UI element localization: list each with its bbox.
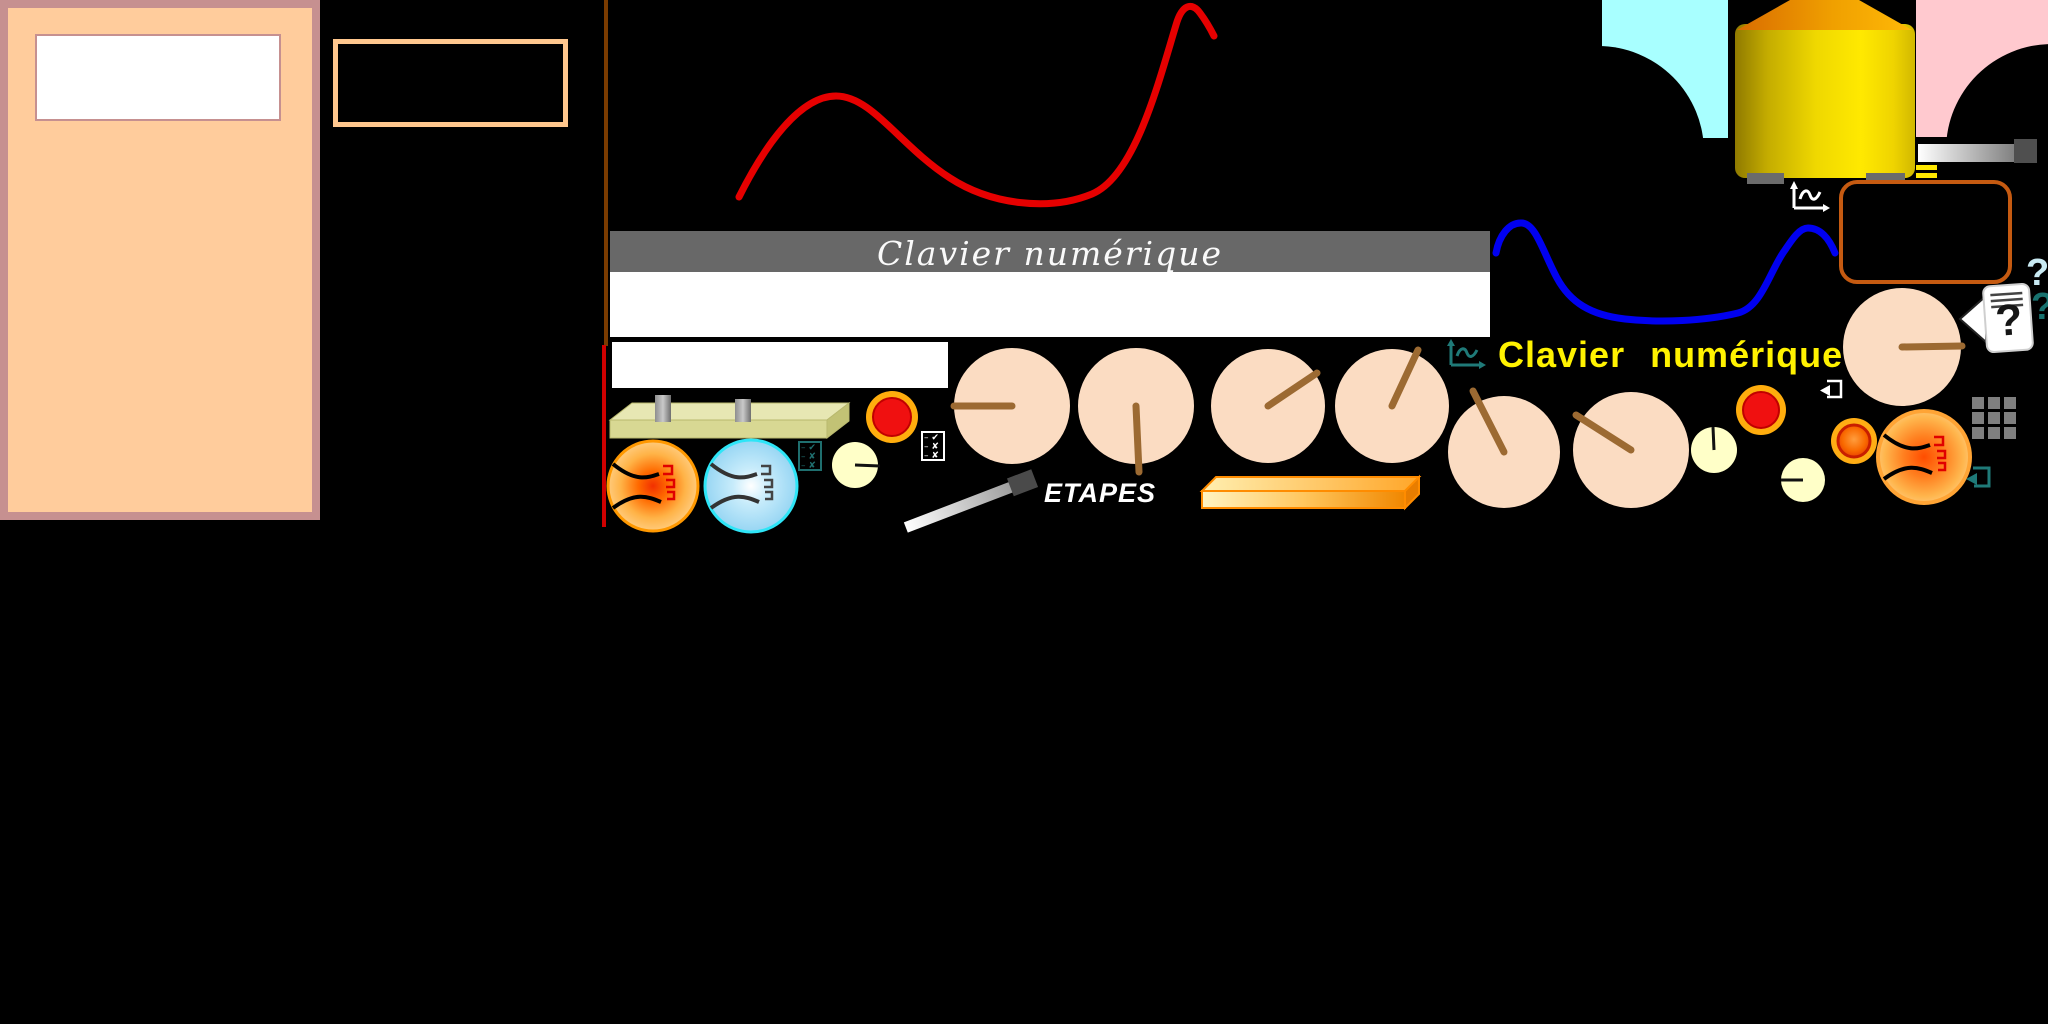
pointer-stick bbox=[903, 469, 1039, 533]
keyboard-header-title: Clavier numérique bbox=[876, 234, 1224, 273]
help-sheet-icon[interactable] bbox=[1982, 282, 2034, 354]
knob-5[interactable] bbox=[1448, 387, 1560, 508]
knob-6[interactable] bbox=[1572, 392, 1689, 508]
grid-icon[interactable] bbox=[1972, 397, 2016, 439]
checklist-row: – ✔ bbox=[801, 443, 816, 453]
yellow-cylinder bbox=[1735, 0, 1915, 184]
cyan-block-bite bbox=[1492, 46, 1704, 258]
checklist-row: – ✘ bbox=[801, 461, 816, 471]
knob-3[interactable] bbox=[1211, 349, 1325, 463]
small-knob-2[interactable] bbox=[1691, 426, 1737, 473]
etapes-label: ETAPES bbox=[1044, 478, 1157, 508]
equals-mark bbox=[1916, 173, 1937, 178]
volume-slider-handle[interactable] bbox=[2014, 139, 2037, 163]
return-icon-teal[interactable] bbox=[1966, 466, 1991, 488]
right-panel-title: Clavier numérique bbox=[1498, 334, 1844, 375]
speaker-orange-right[interactable] bbox=[1876, 409, 1972, 505]
checklist-row: – ✘ bbox=[924, 442, 939, 452]
volume-slider-track[interactable] bbox=[1918, 144, 2015, 162]
keyboard-white-strip bbox=[610, 272, 1490, 337]
rounded-frame bbox=[1839, 180, 2012, 284]
knob-4[interactable] bbox=[1335, 346, 1449, 463]
small-knob-1[interactable] bbox=[832, 442, 881, 488]
question-mark-light: ? bbox=[2026, 252, 2048, 294]
speaker-blue[interactable] bbox=[703, 438, 799, 534]
horn-icon bbox=[1882, 433, 1931, 451]
checklist-row: – ✔ bbox=[924, 433, 939, 443]
checklist-icon-teal[interactable]: – ✔ – ✘ – ✘ bbox=[798, 441, 822, 471]
help-arrow-icon[interactable] bbox=[1958, 293, 1987, 345]
horn-icon bbox=[709, 462, 758, 480]
orange-platform bbox=[1199, 474, 1422, 511]
red-button-left[interactable] bbox=[866, 391, 918, 443]
blue-curve bbox=[1492, 219, 1839, 325]
red-curve bbox=[735, 2, 1218, 208]
small-knob-3[interactable] bbox=[1781, 458, 1825, 502]
knob-7[interactable] bbox=[1843, 288, 1966, 406]
help-sheet-question-mark: ? bbox=[1993, 295, 2025, 346]
orange-ring-button[interactable] bbox=[1831, 418, 1877, 464]
keyboard-header-bar bbox=[610, 231, 1490, 272]
speaker-orange-left[interactable] bbox=[606, 439, 700, 533]
vertical-line-red bbox=[602, 345, 606, 527]
vertical-line-brown bbox=[604, 0, 608, 346]
knob-1[interactable] bbox=[950, 348, 1070, 464]
outlined-box bbox=[333, 39, 568, 127]
knob-row bbox=[950, 288, 1966, 508]
knob-2[interactable] bbox=[1078, 348, 1194, 476]
keyboard-white-strip-small bbox=[612, 342, 948, 388]
khaki-platform bbox=[608, 395, 851, 440]
equals-mark bbox=[1916, 165, 1937, 170]
horn-icon bbox=[611, 462, 660, 480]
platform-peg bbox=[655, 395, 671, 422]
checklist-row: – ✘ bbox=[801, 452, 816, 462]
red-button-right[interactable] bbox=[1736, 385, 1786, 435]
axis-curve-icon-white[interactable] bbox=[1790, 181, 1830, 212]
platform-peg bbox=[735, 399, 751, 422]
return-icon-white[interactable] bbox=[1820, 379, 1843, 399]
left-panel-screen bbox=[35, 34, 281, 121]
axis-curve-icon-teal[interactable] bbox=[1447, 339, 1486, 369]
question-mark-teal: ? bbox=[2031, 286, 2048, 329]
checklist-icon-white[interactable]: – ✔ – ✘ – ✘ bbox=[921, 431, 945, 461]
checklist-row: – ✘ bbox=[924, 451, 939, 461]
